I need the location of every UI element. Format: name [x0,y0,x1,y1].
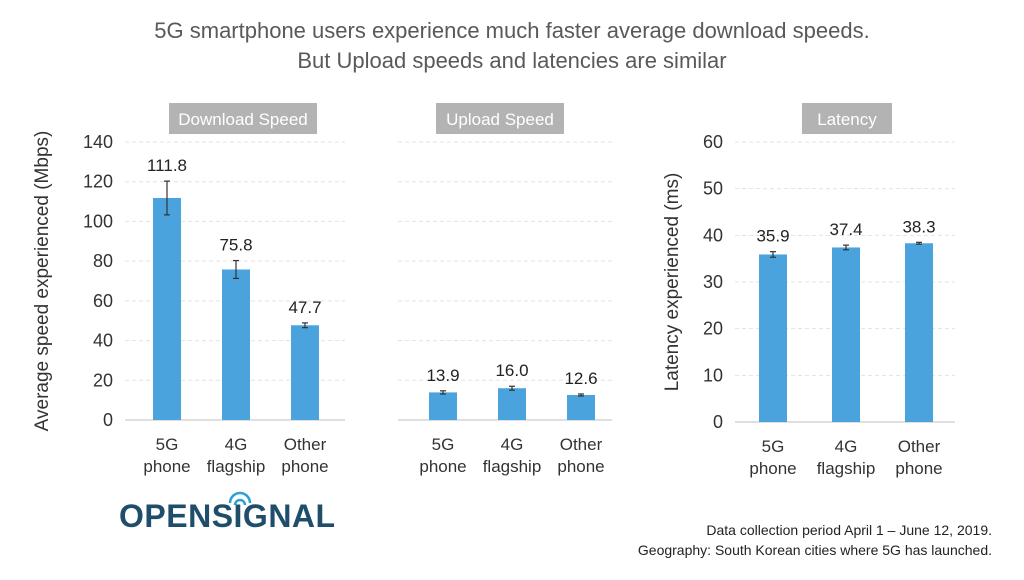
x-tick-label: 4G [835,437,858,456]
footnote-geography: Geography: South Korean cities where 5G … [637,542,992,558]
y-tick-label: 100 [83,211,113,231]
footnote-period: Data collection period April 1 – June 12… [706,522,992,538]
x-tick-label: 5G [762,437,785,456]
bar [222,269,250,420]
panel-label-download: Download Speed [169,103,317,134]
x-tick-label: Other [284,435,327,454]
data-label: 111.8 [147,156,187,175]
data-label: 38.3 [902,217,935,236]
y-tick-label: 30 [703,272,723,292]
x-tick-label: 4G [501,435,524,454]
bar [429,392,457,420]
bar [905,243,933,422]
y-tick-label: 0 [103,410,113,430]
y-tick-label: 120 [83,172,113,192]
x-tick-label: phone [895,459,942,478]
y-tick-label: 60 [93,291,113,311]
x-tick-label: 5G [156,435,179,454]
y-tick-label: 20 [93,370,113,390]
bar [498,388,526,420]
y-tick-label: 10 [703,365,723,385]
panel-download: 0 20 40 60 80 100 120 140 Average speed experien… [32,103,345,476]
y-tick-label: 60 [703,132,723,152]
panel-label-bg [169,103,317,134]
bar [153,197,181,420]
x-tick-label: phone [749,459,796,478]
x-tick-label: phone [419,457,466,476]
panel-label-text: Latency [817,110,877,129]
x-tick-label: flagship [483,457,542,476]
x-tick-label: 5G [432,435,455,454]
chart-title: 5G smartphone users experience much fast… [154,18,870,43]
y-tick-label: 40 [93,331,113,351]
y-tick-label: 0 [713,412,723,432]
y-tick-label: 40 [703,225,723,245]
x-tick-label: 4G [225,435,248,454]
chart-subtitle: But Upload speeds and latencies are simi… [297,48,727,73]
data-label: 13.9 [426,366,459,385]
bar [759,254,787,422]
data-label: 37.4 [829,220,862,239]
x-tick-label: Other [898,437,941,456]
x-tick-label: Other [560,435,603,454]
data-label: 75.8 [219,236,252,255]
x-tick-label: flagship [207,457,266,476]
data-label: 12.6 [564,369,597,388]
panel-upload: Upload Speed 13.9 5G phone 16.0 4G flagship 12.… [398,103,612,476]
x-tick-label: phone [143,457,190,476]
panel-label-text: Upload Speed [446,110,554,129]
y-tick-label: 20 [703,319,723,339]
y-axis-label: Latency experienced (ms) [662,173,683,392]
bar [291,325,319,420]
x-tick-label: phone [281,457,328,476]
x-tick-label: flagship [817,459,876,478]
data-label: 16.0 [495,361,528,380]
y-axis-label: Average speed experienced (Mbps) [32,131,53,432]
panel-latency: 0 10 20 30 40 50 60 Latency experienced (ms) Lat… [662,103,955,478]
signal-wave-icon [228,491,252,506]
data-label: 35.9 [756,227,789,246]
bar [832,247,860,422]
panel-label-bg [802,103,892,134]
panel-label-bg [436,103,564,134]
opensignal-logo: OPENSIGNAL [119,498,336,534]
panel-label-latency: Latency [802,103,892,134]
data-label: 47.7 [288,298,321,317]
y-tick-label: 80 [93,251,113,271]
y-tick-label: 140 [83,132,113,152]
y-tick-label: 50 [703,179,723,199]
bar [567,394,595,420]
x-tick-label: phone [557,457,604,476]
panel-label-text: Download Speed [178,110,307,129]
panel-label-upload: Upload Speed [436,103,564,134]
